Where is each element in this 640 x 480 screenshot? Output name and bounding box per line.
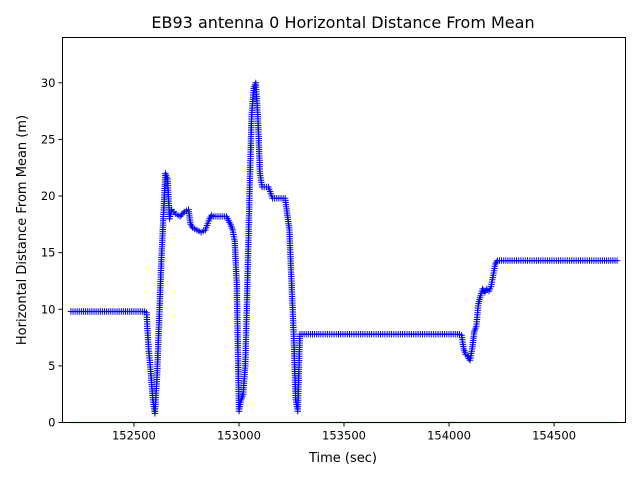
y-tick-label: 10 [41, 302, 56, 316]
x-axis-label: Time (sec) [308, 451, 377, 466]
x-tick-label: 154500 [532, 429, 576, 443]
y-tick-label: 15 [41, 246, 56, 260]
y-tick-label: 5 [48, 359, 55, 373]
data-point [613, 257, 621, 264]
y-tick-label: 0 [48, 416, 55, 430]
y-tick-label: 20 [41, 189, 56, 203]
y-tick-label: 25 [41, 132, 56, 146]
series-layer [67, 79, 621, 424]
y-tick-label: 30 [41, 76, 56, 90]
x-tick-label: 153000 [217, 429, 261, 443]
x-axis: 152500 153000 153500 154000 154500 [112, 422, 576, 443]
x-tick-label: 153500 [322, 429, 366, 443]
x-tick-label: 154000 [427, 429, 471, 443]
data-point [176, 213, 184, 220]
data-point [179, 210, 187, 217]
series-line [70, 82, 618, 414]
y-axis-label: Horizontal Distance From Mean (m) [15, 115, 30, 345]
chart-title: EB93 antenna 0 Horizontal Distance From … [151, 13, 534, 32]
data-point [178, 211, 185, 219]
y-axis: 0 5 10 15 20 25 30 [41, 76, 63, 430]
x-tick-label: 152500 [112, 429, 156, 443]
series-0 [67, 79, 621, 417]
